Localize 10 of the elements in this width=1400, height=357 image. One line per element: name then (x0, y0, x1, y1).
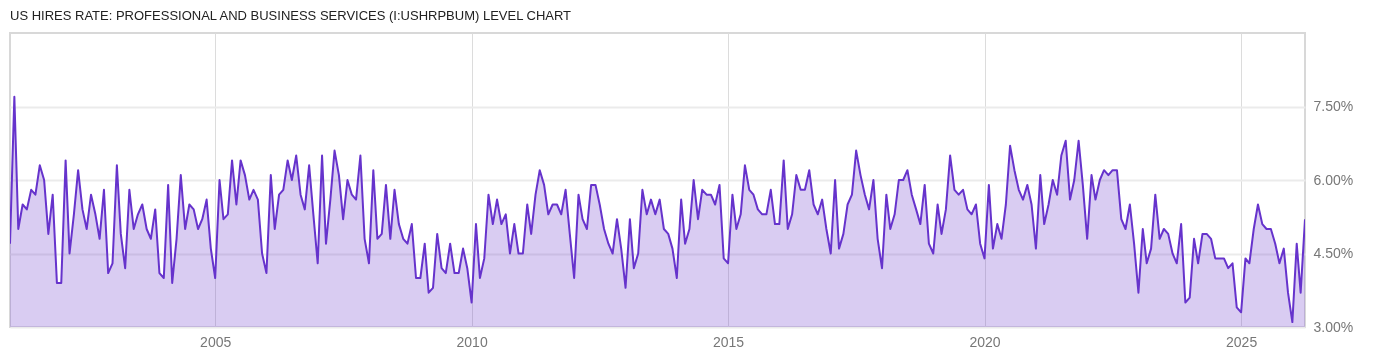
y-tick-label: 6.00% (1313, 171, 1354, 188)
x-tick-label: 2005 (200, 333, 232, 350)
x-tick-label: 2015 (712, 333, 745, 350)
y-tick-label: 4.50% (1313, 245, 1354, 261)
chart-title: US HIRES RATE: PROFESSIONAL AND BUSINESS SERVICES (I:USHRPBUM) LEVEL CHART (10, 8, 572, 23)
x-tick-label: 2010 (456, 333, 488, 350)
y-tick-label: 3.00% (1313, 318, 1354, 335)
x-tick-label: 2025 (1226, 333, 1258, 350)
y-tick-label: 7.50% (1313, 98, 1354, 114)
x-tick-label: 2020 (969, 333, 1001, 350)
